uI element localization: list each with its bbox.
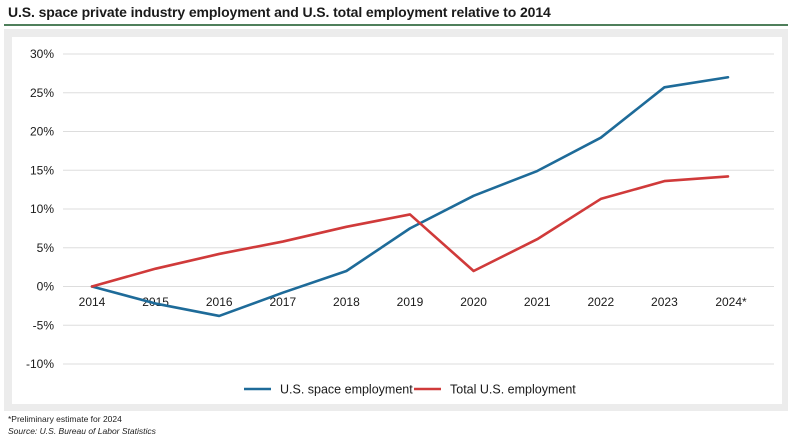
- y-tick-label: -10%: [26, 357, 54, 371]
- y-tick-label: 0%: [37, 280, 55, 294]
- y-tick-label: -5%: [33, 318, 55, 332]
- x-tick-label: 2024*: [715, 295, 747, 309]
- x-tick-label: 2014: [79, 295, 106, 309]
- chart-title: U.S. space private industry employment a…: [8, 4, 551, 20]
- x-tick-label: 2020: [460, 295, 487, 309]
- x-tick-label: 2017: [269, 295, 296, 309]
- legend: U.S. space employment Total U.S. employme…: [244, 383, 576, 397]
- footnote: *Preliminary estimate for 2024: [8, 414, 122, 424]
- gridlines: [63, 53, 774, 365]
- x-tick-label: 2018: [333, 295, 360, 309]
- x-tick-label: 2022: [587, 295, 614, 309]
- y-tick-label: 10%: [30, 202, 54, 216]
- y-tick-label: 15%: [30, 163, 54, 177]
- y-tick-label: 20%: [30, 125, 54, 139]
- legend-label: Total U.S. employment: [450, 383, 576, 397]
- x-tick-label: 2016: [206, 295, 233, 309]
- plot-area: [12, 37, 782, 404]
- x-axis-ticks: 2014 2015 2016 2017 2018 2019 2020 2021 2022 2023…: [79, 295, 747, 309]
- chart-panel: 30% 25% 20% 15% 10% 5% 0% -5% -10% 2014 2015 2016 2…: [4, 29, 788, 411]
- series-lines: [90, 75, 730, 318]
- y-axis-ticks: 30% 25% 20% 15% 10% 5% 0% -5% -10%: [26, 47, 54, 371]
- title-divider: [4, 24, 788, 26]
- x-tick-label: 2021: [524, 295, 551, 309]
- line-chart: 30%25%20%15%10%5%0%-5%-10% 2014 2015 2016 2…: [12, 37, 782, 404]
- x-tick-label: 2019: [397, 295, 424, 309]
- legend-label: U.S. space employment: [280, 383, 413, 397]
- y-tick-label: 25%: [30, 86, 54, 100]
- y-tick-label: 30%: [30, 47, 54, 61]
- source-note: Source: U.S. Bureau of Labor Statistics: [8, 426, 156, 436]
- x-tick-label: 2023: [651, 295, 678, 309]
- y-tick-label: 5%: [37, 241, 55, 255]
